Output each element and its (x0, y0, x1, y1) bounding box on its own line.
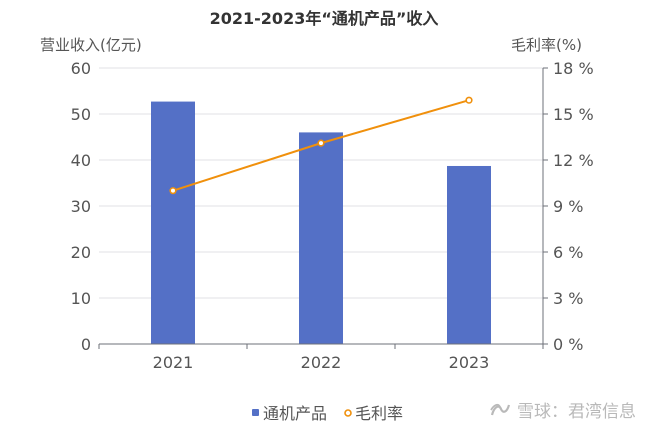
y-tick-label: 0 (81, 335, 91, 354)
watermark: 雪球：君湾信息 (489, 397, 636, 422)
bar-2022 (299, 132, 343, 344)
y-tick-label: 50 (71, 105, 91, 124)
legend-line-label: 毛利率 (355, 404, 403, 423)
y2-tick-label: 6 % (553, 243, 583, 262)
y2-tick-label: 18 % (553, 59, 594, 78)
y2-tick-label: 0 % (553, 335, 583, 354)
y-tick-label: 40 (71, 151, 91, 170)
bar-2023 (447, 165, 491, 344)
watermark-text: 雪球：君湾信息 (517, 402, 636, 422)
bar-2021 (151, 101, 195, 344)
y-tick-label: 10 (71, 289, 91, 308)
chart-title: 2021-2023年“通机产品”收入 (210, 9, 439, 28)
x-tick-label: 2022 (301, 353, 342, 372)
y-tick-label: 20 (71, 243, 91, 262)
y-axis-label: 营业收入(亿元) (40, 36, 142, 54)
y-tick-label: 60 (71, 59, 91, 78)
axes: 0 10 20 30 40 50 60 0 % 3 % 6 % 9 % 12 % 15 % 18 % 202… (71, 59, 594, 372)
legend-bar-label: 通机产品 (263, 404, 327, 423)
y-tick-label: 30 (71, 197, 91, 216)
y2-axis-label: 毛利率(%) (511, 36, 582, 54)
bar-series (151, 101, 491, 344)
snowball-logo-icon (490, 403, 511, 415)
line-series (169, 96, 473, 195)
x-tick-label: 2021 (153, 353, 194, 372)
margin-point-2021 (169, 187, 177, 195)
legend-line-swatch (344, 409, 352, 417)
y2-tick-label: 3 % (553, 289, 583, 308)
x-tick-label: 2023 (449, 353, 490, 372)
y2-tick-label: 12 % (553, 151, 594, 170)
margin-point-2023 (465, 96, 473, 104)
y2-tick-label: 15 % (553, 105, 594, 124)
y2-tick-label: 9 % (553, 197, 583, 216)
legend-bar-swatch (252, 409, 259, 416)
margin-point-2022 (317, 139, 325, 147)
legend: 通机产品 毛利率 (252, 404, 403, 423)
